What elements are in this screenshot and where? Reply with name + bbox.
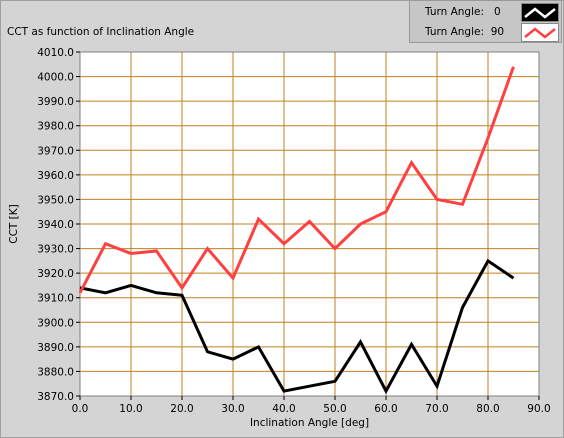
y-tick-label: 3930.0	[37, 244, 74, 256]
y-tick-label: 3950.0	[37, 194, 74, 206]
x-axis-label: Inclination Angle [deg]	[250, 417, 369, 429]
x-tick-label: 70.0	[425, 403, 448, 415]
plot-legend: Turn Angle: 0 Turn Angle: 90	[409, 0, 562, 43]
grid-lines	[79, 51, 540, 397]
x-tick-label: 90.0	[527, 403, 550, 415]
series-line-turn-angle-90	[78, 66, 515, 294]
y-tick-label: 3900.0	[37, 317, 74, 329]
legend-line-swatch-icon	[521, 23, 559, 42]
y-tick-label: 3880.0	[37, 366, 74, 378]
x-tick-label: 50.0	[323, 403, 346, 415]
y-tick-label: 3890.0	[37, 342, 74, 354]
x-tick-label: 80.0	[476, 403, 499, 415]
x-tick-label: 60.0	[374, 403, 397, 415]
y-tick-label: 4000.0	[37, 72, 74, 84]
legend-line-swatch-icon	[521, 3, 559, 22]
x-tick-label: 10.0	[119, 403, 142, 415]
x-tick-label: 20.0	[170, 403, 193, 415]
chart-title: CCT as function of Inclination Angle	[7, 26, 195, 38]
y-tick-label: 3920.0	[37, 268, 74, 280]
y-tick-label: 3970.0	[37, 145, 74, 157]
series-line-turn-angle-0	[79, 258, 515, 395]
x-axis-ticks: 0.0 10.0 20.0 30.0 40.0 50.0 60.0 70.0 80.0 90.0	[72, 396, 551, 415]
y-tick-label: 3870.0	[37, 391, 74, 403]
legend-label: Turn Angle: 0	[425, 6, 501, 18]
y-tick-label: 3960.0	[37, 170, 74, 182]
legend-label: Turn Angle: 90	[425, 26, 505, 38]
y-tick-label: 3990.0	[37, 96, 74, 108]
y-axis-ticks: 3870.0 3880.0 3890.0 3900.0 3910.0 3920.0 3930…	[37, 47, 80, 403]
x-tick-label: 40.0	[272, 403, 295, 415]
y-tick-label: 4010.0	[37, 47, 74, 59]
x-tick-label: 0.0	[72, 403, 89, 415]
y-tick-label: 3980.0	[37, 121, 74, 133]
y-axis-label: CCT [K]	[8, 204, 20, 244]
y-tick-label: 3910.0	[37, 293, 74, 305]
series-lines	[78, 66, 515, 395]
y-tick-label: 3940.0	[37, 219, 74, 231]
legend-entry-turn-angle-0[interactable]: Turn Angle: 0	[410, 2, 561, 22]
legend-entry-turn-angle-90[interactable]: Turn Angle: 90	[410, 22, 561, 42]
x-tick-label: 30.0	[221, 403, 244, 415]
